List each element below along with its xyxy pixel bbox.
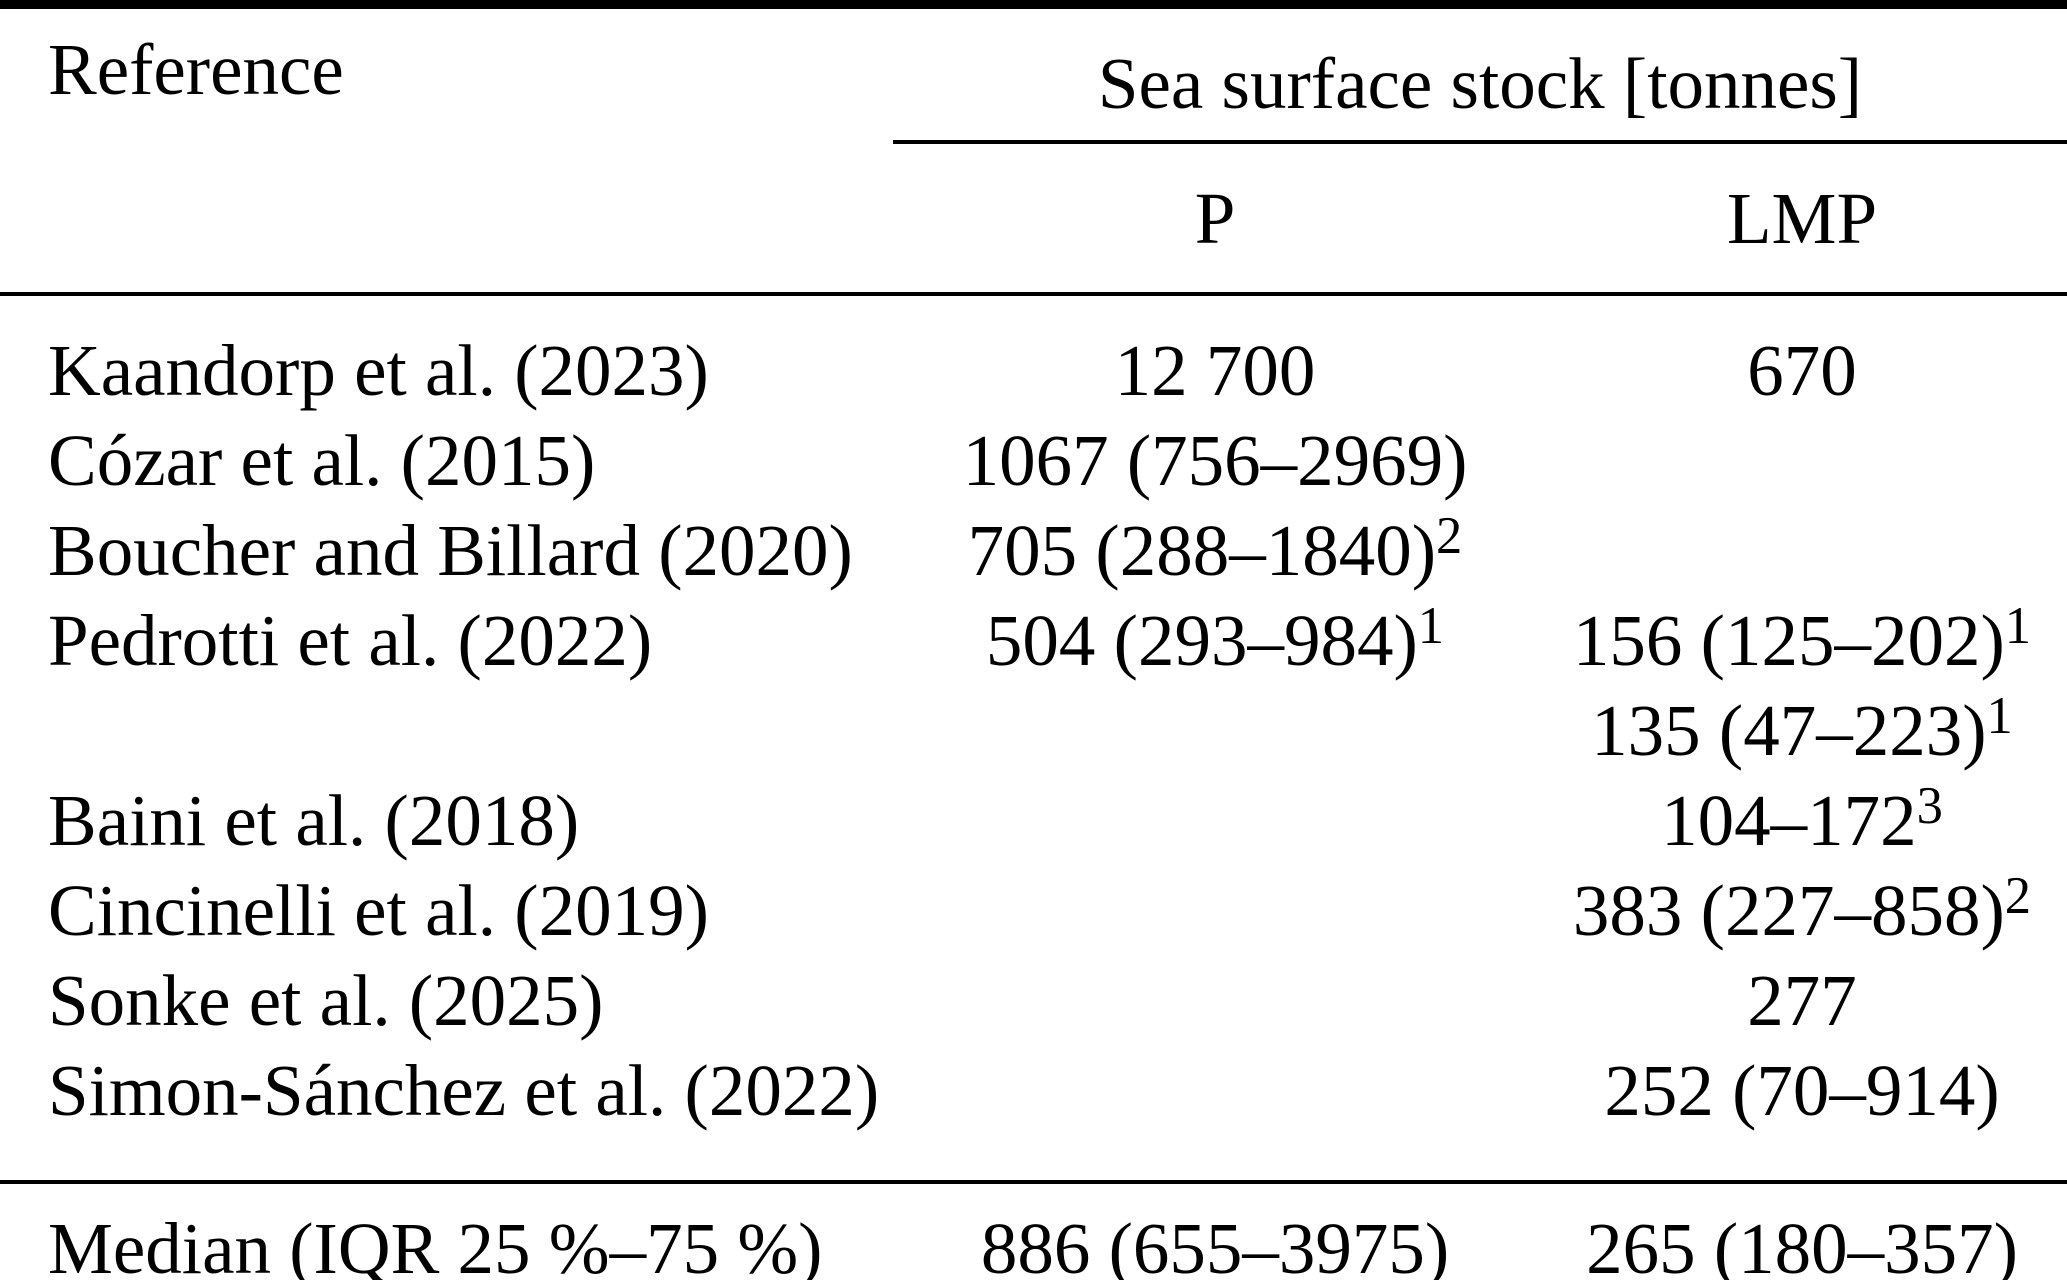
table-row: Kaandorp et al. (2023) 12 700 670 (0, 294, 2067, 415)
reference-cell: Baini et al. (2018) (48, 779, 580, 861)
table-row: Cózar et al. (2015) 1067 (756–2969) (0, 415, 2067, 505)
footnote-marker: 1 (1986, 686, 2013, 745)
p-value-cell: 12 700 (1114, 329, 1316, 411)
median-lmp-cell: 265 (180–357) (1586, 1207, 2018, 1280)
footnote-marker: 1 (2004, 596, 2032, 655)
footnote-marker: 2 (1436, 506, 1463, 565)
reference-cell: Cincinelli et al. (2019) (48, 869, 709, 951)
reference-cell: Sonke et al. (2025) (48, 959, 604, 1041)
reference-cell: Cózar et al. (2015) (48, 419, 596, 501)
p-value-cell: 504 (293–984)1 (985, 596, 1445, 681)
column-header-reference: Reference (48, 29, 344, 110)
table-row: Pedrotti et al. (2022) 504 (293–984)1 15… (0, 595, 2067, 685)
p-value-cell (893, 865, 1537, 955)
lmp-value-cell (1537, 415, 2067, 505)
reference-cell: Boucher and Billard (2020) (48, 509, 853, 591)
table-row: Boucher and Billard (2020) 705 (288–1840… (0, 505, 2067, 595)
reference-cell: Pedrotti et al. (2022) (48, 599, 653, 681)
lmp-value-cell: 277 (1747, 959, 1857, 1041)
lmp-value-cell: 383 (227–858)2 (1572, 866, 2032, 951)
table-row: 135 (47–223)1 (0, 685, 2067, 775)
table-row: Simon-Sánchez et al. (2022) 252 (70–914) (0, 1045, 2067, 1182)
group-header-row: Reference Sea surface stock [tonnes] (0, 4, 2067, 144)
reference-cell: Kaandorp et al. (2023) (48, 329, 709, 411)
table-row: Cincinelli et al. (2019) 383 (227–858)2 (0, 865, 2067, 955)
group-header-sea-surface-stock: Sea surface stock [tonnes] (893, 4, 2067, 144)
lmp-value-cell: 156 (125–202)1 (1572, 596, 2032, 681)
reference-cell: Simon-Sánchez et al. (2022) (48, 1049, 880, 1131)
p-value-cell: 1067 (756–2969) (962, 419, 1468, 501)
p-value-cell (893, 1045, 1537, 1182)
median-p-cell: 886 (655–3975) (980, 1207, 1450, 1280)
lmp-value-cell: 104–1723 (1661, 776, 1943, 861)
column-header-lmp: LMP (1726, 177, 1878, 259)
table-row: Sonke et al. (2025) 277 (0, 955, 2067, 1045)
lmp-value-cell (1537, 505, 2067, 595)
p-value-cell (893, 955, 1537, 1045)
footnote-marker: 1 (1417, 596, 1445, 655)
median-row: Median (IQR 25 %–75 %) 886 (655–3975) 26… (0, 1182, 2067, 1280)
subheader-row: P LMP (0, 142, 2067, 294)
footnote-marker: 2 (2004, 866, 2032, 925)
median-label-cell: Median (IQR 25 %–75 %) (48, 1207, 823, 1280)
lmp-value-cell: 135 (47–223)1 (1591, 686, 2013, 771)
p-value-cell: 705 (288–1840)2 (967, 506, 1463, 591)
reference-cell (0, 685, 893, 775)
footnote-marker: 3 (1916, 776, 1943, 835)
lmp-value-cell: 670 (1747, 329, 1857, 411)
p-value-cell (893, 775, 1537, 865)
p-value-cell (893, 685, 1537, 775)
column-header-p: P (1194, 177, 1236, 259)
lmp-value-cell: 252 (70–914) (1604, 1049, 2000, 1131)
table-row: Baini et al. (2018) 104–1723 (0, 775, 2067, 865)
